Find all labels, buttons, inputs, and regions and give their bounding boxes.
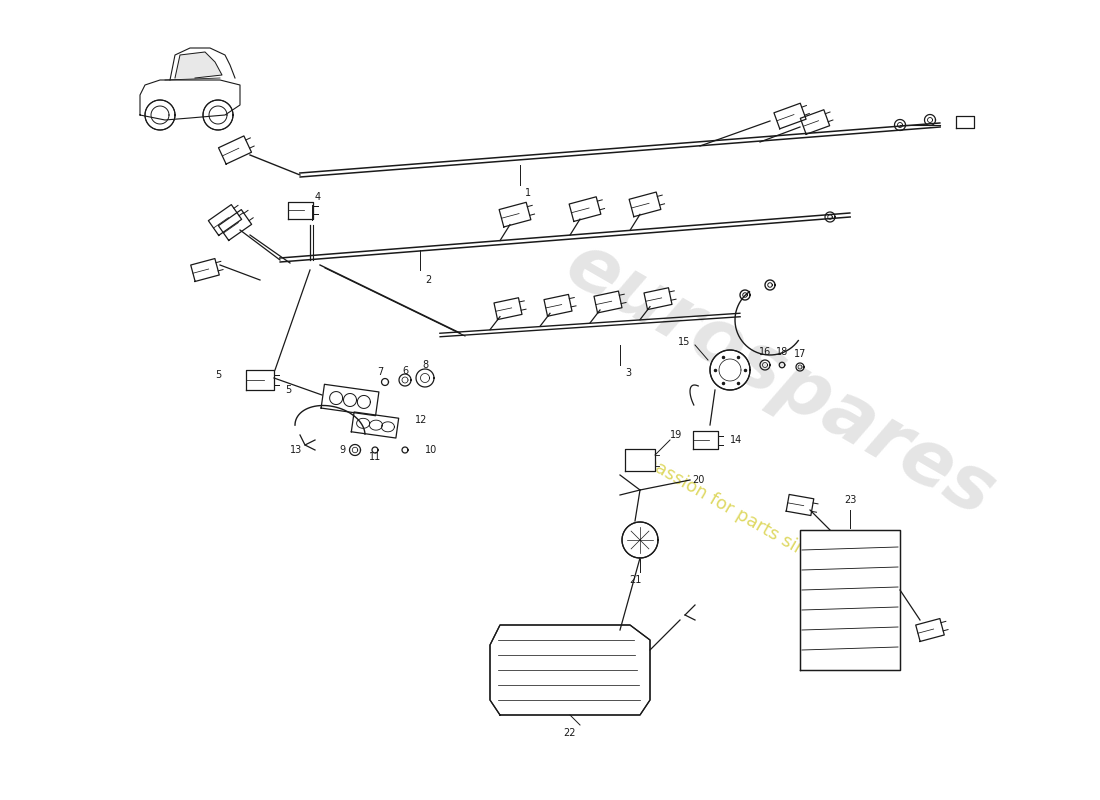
Text: 15: 15 (678, 337, 690, 347)
Text: 3: 3 (625, 368, 631, 378)
Polygon shape (175, 52, 222, 78)
Text: 1: 1 (525, 188, 531, 198)
Text: 11: 11 (368, 452, 381, 462)
Polygon shape (246, 370, 274, 390)
Polygon shape (569, 197, 601, 222)
Text: 18: 18 (776, 347, 788, 357)
Text: 8: 8 (422, 360, 428, 370)
Text: a passion for parts since 1985: a passion for parts since 1985 (627, 444, 872, 596)
Polygon shape (219, 210, 252, 241)
Polygon shape (774, 103, 806, 129)
Polygon shape (594, 291, 621, 313)
Polygon shape (710, 350, 750, 390)
Text: 23: 23 (844, 495, 856, 505)
Polygon shape (190, 258, 219, 282)
Text: 22: 22 (563, 728, 576, 738)
Polygon shape (621, 522, 658, 558)
Polygon shape (956, 116, 974, 128)
Text: 12: 12 (415, 415, 428, 425)
Polygon shape (786, 494, 814, 515)
Text: 5: 5 (214, 370, 221, 380)
Text: 19: 19 (670, 430, 682, 440)
Text: eurospares: eurospares (552, 227, 1008, 533)
Polygon shape (800, 530, 900, 670)
Text: 9: 9 (339, 445, 345, 455)
Polygon shape (490, 625, 650, 715)
Polygon shape (801, 110, 829, 134)
Text: 13: 13 (290, 445, 303, 455)
Text: 20: 20 (692, 475, 704, 485)
Text: 5: 5 (285, 385, 292, 395)
Text: 2: 2 (425, 275, 431, 285)
Polygon shape (219, 136, 252, 164)
Polygon shape (629, 192, 661, 217)
Polygon shape (321, 384, 378, 416)
Text: 21: 21 (629, 575, 641, 585)
Polygon shape (287, 202, 312, 218)
Polygon shape (644, 288, 672, 310)
Polygon shape (140, 80, 240, 120)
Polygon shape (351, 412, 398, 438)
Text: 4: 4 (315, 192, 321, 202)
Polygon shape (499, 202, 531, 227)
Polygon shape (915, 618, 944, 642)
Polygon shape (145, 100, 175, 130)
Polygon shape (204, 100, 233, 130)
Text: 16: 16 (759, 347, 771, 357)
Polygon shape (693, 431, 717, 449)
Text: 7: 7 (377, 367, 383, 377)
Polygon shape (494, 298, 522, 319)
Polygon shape (208, 205, 242, 235)
Text: 6: 6 (402, 366, 408, 376)
Text: 17: 17 (794, 349, 806, 359)
Text: 10: 10 (425, 445, 438, 455)
Polygon shape (625, 449, 654, 471)
Polygon shape (544, 294, 572, 316)
Text: 14: 14 (730, 435, 743, 445)
